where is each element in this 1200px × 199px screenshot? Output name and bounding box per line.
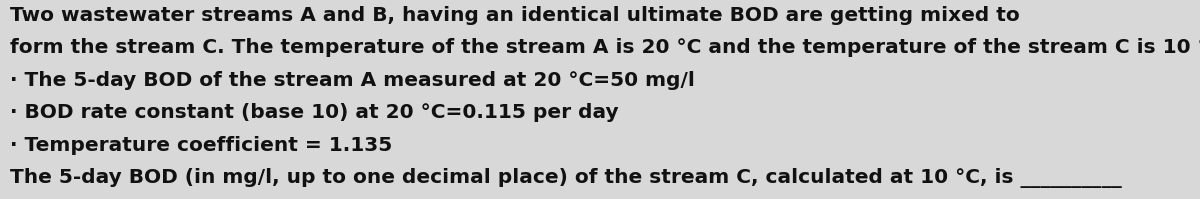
Text: Two wastewater streams A and B, having an identical ultimate BOD are getting mix: Two wastewater streams A and B, having a… <box>10 6 1019 25</box>
Text: form the stream C. The temperature of the stream A is 20 °C and the temperature : form the stream C. The temperature of th… <box>10 38 1200 57</box>
Text: · The 5-day BOD of the stream A measured at 20 °C=50 mg/l: · The 5-day BOD of the stream A measured… <box>10 71 695 90</box>
Text: The 5-day BOD (in mg/l, up to one decimal place) of the stream C, calculated at : The 5-day BOD (in mg/l, up to one decima… <box>10 168 1121 188</box>
Text: · Temperature coefficient = 1.135: · Temperature coefficient = 1.135 <box>10 136 392 155</box>
Text: · BOD rate constant (base 10) at 20 °C=0.115 per day: · BOD rate constant (base 10) at 20 °C=0… <box>10 103 618 122</box>
